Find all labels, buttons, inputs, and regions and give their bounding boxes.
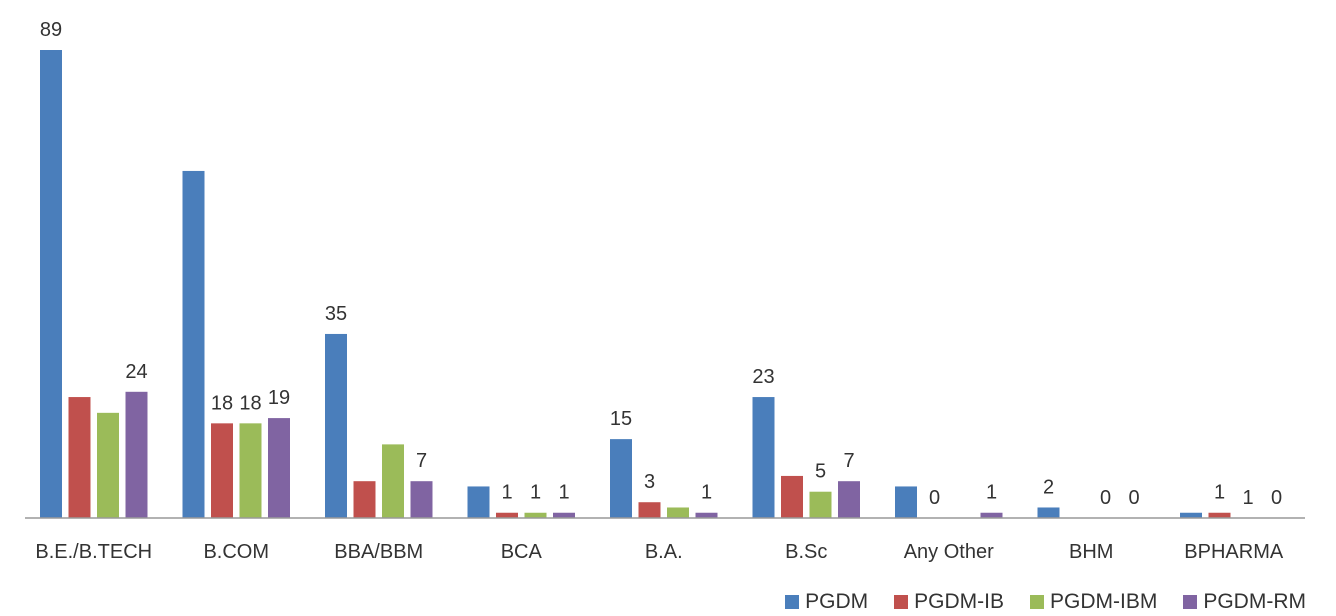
data-label-8-3: 0: [1271, 487, 1282, 509]
bar-2-3: [410, 481, 433, 518]
legend-label: PGDM-IB: [914, 590, 1005, 613]
data-label-7-3: 0: [1128, 487, 1139, 509]
bar-1-3: [268, 418, 290, 518]
data-label-4-0: 15: [610, 408, 632, 430]
legend-label: PGDM-RM: [1203, 590, 1306, 613]
bar-1-0: [182, 170, 205, 518]
bar-2-1: [353, 481, 376, 518]
bar-7-0: [1037, 507, 1060, 518]
bar-5-3: [838, 481, 860, 518]
x-tick-label: BHM: [1069, 541, 1113, 563]
legend-swatch: [894, 595, 909, 609]
data-label-1-1: 18: [211, 392, 233, 414]
legend-item: PGDM-RM: [1183, 590, 1306, 614]
x-tick-label: B.A.: [645, 541, 683, 563]
data-label-6-3: 1: [986, 482, 997, 504]
data-label-1-2: 18: [239, 392, 261, 414]
data-label-2-0: 35: [325, 303, 347, 325]
data-label-3-1: 1: [501, 482, 512, 504]
bar-4-0: [610, 439, 632, 518]
bar-6-3: [980, 512, 1003, 518]
legend-item: PGDM: [785, 590, 868, 614]
x-tick-label: BCA: [501, 541, 543, 563]
bar-0-3: [125, 391, 148, 518]
bar-3-0: [467, 486, 490, 518]
x-tick-label: B.E./B.TECH: [35, 541, 152, 563]
data-label-0-0: 89: [40, 19, 62, 41]
x-tick-label: Any Other: [904, 541, 994, 563]
bars-group: [40, 50, 1231, 518]
data-label-5-0: 23: [752, 366, 774, 388]
x-tick-label: B.COM: [203, 541, 269, 563]
data-label-1-3: 19: [268, 387, 290, 409]
data-label-8-1: 1: [1214, 482, 1225, 504]
legend: PGDM PGDM-IB PGDM-IBM PGDM-RM: [785, 590, 1306, 614]
data-label-5-3: 7: [843, 450, 854, 472]
bar-4-2: [667, 507, 689, 518]
x-tick-label: B.Sc: [785, 541, 827, 563]
data-label-3-3: 1: [558, 482, 569, 504]
bar-0-1: [68, 397, 91, 518]
legend-item: PGDM-IB: [894, 590, 1004, 614]
legend-label: PGDM-IBM: [1050, 590, 1158, 613]
data-label-8-2: 1: [1242, 487, 1253, 509]
bar-3-2: [524, 512, 547, 518]
bar-5-1: [781, 475, 803, 518]
data-label-5-2: 5: [815, 461, 826, 483]
bar-1-1: [211, 423, 233, 518]
data-label-6-1: 0: [929, 487, 940, 509]
bar-1-2: [239, 423, 262, 518]
bar-0-2: [97, 412, 119, 518]
bar-8-0: [1180, 512, 1202, 518]
legend-swatch: [1183, 595, 1198, 609]
bar-2-2: [382, 444, 404, 518]
bar-3-3: [553, 512, 575, 518]
data-label-2-3: 7: [416, 450, 427, 472]
data-label-4-1: 3: [644, 471, 655, 493]
bar-2-0: [325, 333, 347, 518]
x-tick-label: BBA/BBM: [334, 541, 423, 563]
legend-item: PGDM-IBM: [1030, 590, 1157, 614]
bar-3-1: [496, 512, 518, 518]
legend-swatch: [1030, 595, 1045, 609]
bar-5-0: [752, 397, 775, 518]
x-tick-label: BPHARMA: [1184, 541, 1284, 563]
bar-6-0: [895, 486, 917, 518]
data-label-3-2: 1: [530, 482, 541, 504]
bar-4-1: [638, 502, 661, 518]
bar-0-0: [40, 50, 62, 518]
bar-5-2: [809, 491, 832, 518]
bar-4-3: [695, 512, 718, 518]
legend-label: PGDM: [805, 590, 869, 613]
data-label-0-3: 24: [125, 361, 147, 383]
x-tick-labels-group: B.E./B.TECH B.COM BBA/BBM BCA B.A. B.Sc Any Ot…: [35, 541, 1283, 563]
data-label-7-0: 2: [1043, 476, 1054, 498]
data-label-7-2: 0: [1100, 487, 1111, 509]
legend-swatch: [785, 595, 800, 609]
bar-8-1: [1208, 512, 1231, 518]
data-label-4-3: 1: [701, 482, 712, 504]
